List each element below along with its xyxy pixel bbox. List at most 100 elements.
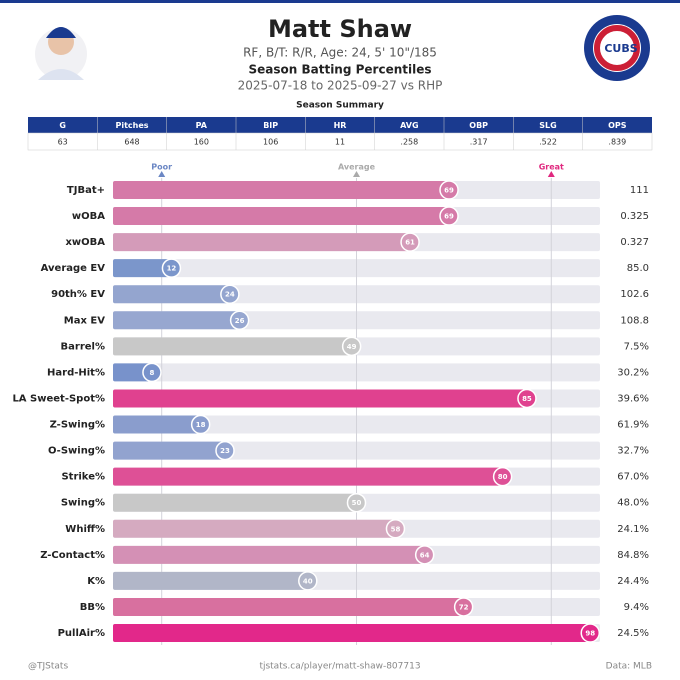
table-cell: .317 — [470, 138, 488, 147]
value-marker — [346, 492, 367, 513]
table-cell: 160 — [194, 138, 209, 147]
value-label: 64 — [420, 551, 430, 559]
stat-label: 39.6% — [617, 393, 649, 404]
y-tick-label: xwOBA — [65, 237, 105, 248]
value-marker — [298, 571, 318, 591]
stat-label: 102.6 — [620, 289, 649, 300]
y-tick-label: Average EV — [41, 263, 106, 274]
x-tick-label: Average — [338, 163, 376, 172]
table-header: HR — [334, 121, 347, 130]
value-label: 80 — [498, 473, 508, 481]
value-label: 85 — [522, 395, 532, 403]
stat-label: 7.5% — [624, 341, 649, 352]
y-tick-label: TJBat+ — [67, 185, 105, 196]
y-tick-label: Hard-Hit% — [47, 367, 105, 378]
footer-center: tjstats.ca/player/matt-shaw-807713 — [259, 662, 420, 672]
team-logo: CUBS — [584, 15, 650, 81]
value-marker — [341, 336, 362, 357]
table-cell: .839 — [608, 138, 626, 147]
value-marker — [439, 180, 459, 200]
value-marker — [385, 519, 406, 539]
stat-label: 24.4% — [617, 576, 649, 587]
y-tick-label: Z-Swing% — [50, 420, 105, 431]
footer-right: Data: MLB — [606, 662, 652, 672]
bar — [113, 493, 357, 512]
value-marker — [220, 284, 240, 304]
stat-label: 67.0% — [617, 472, 649, 483]
value-label: 50 — [352, 499, 362, 507]
table-cell: 11 — [335, 138, 345, 147]
table-header-bg — [28, 117, 652, 133]
value-label: 49 — [347, 343, 357, 351]
value-marker — [414, 545, 435, 565]
y-tick-label: Strike% — [61, 472, 105, 483]
value-marker — [439, 206, 459, 226]
y-tick-label: wOBA — [72, 211, 105, 222]
y-tick-label: 90th% EV — [51, 289, 105, 300]
table-header: AVG — [400, 121, 418, 130]
table-header: PA — [196, 121, 208, 130]
tick-marker — [158, 171, 166, 177]
stat-label: 85.0 — [627, 263, 649, 274]
table-row-bg — [27, 132, 653, 151]
stat-label: 111 — [630, 185, 649, 196]
bar — [113, 389, 527, 408]
bar — [113, 285, 230, 304]
value-label: 24 — [225, 291, 235, 299]
value-label: 69 — [444, 187, 454, 195]
y-tick-label: O-Swing% — [48, 446, 105, 457]
y-tick-label: Swing% — [61, 498, 105, 509]
value-label: 12 — [167, 265, 177, 273]
y-tick-label: PullAir% — [58, 628, 105, 639]
stat-label: 0.325 — [620, 211, 649, 222]
value-marker — [229, 310, 250, 331]
logo-text: CUBS — [604, 42, 637, 55]
dates: 2025-07-18 to 2025-09-27 vs RHP — [238, 79, 443, 93]
stat-label: 24.5% — [617, 628, 649, 639]
bar — [113, 233, 411, 252]
bar — [113, 441, 226, 460]
table-cell: 106 — [263, 138, 278, 147]
bar — [113, 467, 503, 486]
table-header: BIP — [263, 121, 278, 130]
value-marker — [580, 623, 601, 643]
plot: Poor Average Great TJBat+ 69 111 wOBA 69 0.325 xw… — [12, 163, 649, 645]
bar — [113, 259, 172, 278]
bar — [113, 363, 152, 382]
y-tick-label: Whiff% — [65, 524, 105, 535]
bar — [113, 545, 425, 564]
value-marker — [190, 414, 211, 435]
table-header: G — [59, 121, 66, 130]
value-marker — [400, 232, 420, 252]
table-header: OBP — [469, 121, 488, 130]
y-tick-label: K% — [87, 576, 105, 587]
value-label: 72 — [459, 603, 469, 611]
value-label: 40 — [303, 577, 313, 585]
value-label: 8 — [150, 369, 155, 377]
table-cell: 63 — [58, 138, 68, 147]
table-header: Pitches — [115, 121, 148, 130]
value-marker — [492, 466, 513, 487]
stat-label: 24.1% — [617, 524, 649, 535]
heading: Season Batting Percentiles — [248, 63, 431, 77]
subtitle: RF, B/T: R/R, Age: 24, 5' 10"/185 — [243, 46, 437, 60]
bar — [113, 337, 352, 356]
y-tick-label: Barrel% — [61, 341, 105, 352]
bar — [113, 597, 464, 616]
value-label: 58 — [391, 525, 401, 533]
stat-label: 32.7% — [617, 446, 649, 457]
summary-table: G 63 Pitches 648 PA 160 BIP 106 HR 11 AVG .258 OBP .3… — [27, 117, 653, 151]
stat-label: 0.327 — [620, 237, 649, 248]
stat-label: 84.8% — [617, 550, 649, 561]
x-tick-label: Great — [539, 163, 564, 172]
x-tick-label: Poor — [151, 163, 172, 172]
bar — [113, 571, 308, 590]
value-label: 18 — [196, 421, 206, 429]
value-label: 61 — [405, 239, 415, 247]
tick-marker — [547, 171, 555, 177]
bar — [113, 311, 240, 330]
table-cell: .258 — [400, 138, 418, 147]
value-marker — [517, 388, 537, 409]
table-title: Season Summary — [296, 101, 384, 111]
